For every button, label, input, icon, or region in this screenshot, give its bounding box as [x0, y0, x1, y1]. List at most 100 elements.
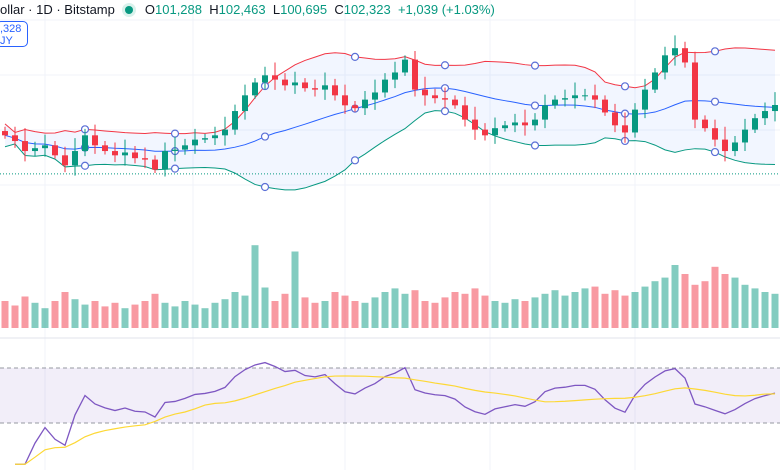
candle [532, 119, 538, 126]
volume-bar [81, 304, 89, 328]
volume-bar [361, 302, 369, 328]
volume-bar [291, 251, 299, 328]
candle [492, 128, 498, 136]
volume-bar [671, 265, 679, 328]
volume-bar [381, 292, 389, 328]
volume-bar [481, 295, 489, 328]
bollinger-basis [4, 87, 776, 152]
volume-bar [391, 288, 399, 328]
candle [392, 72, 398, 80]
volume-bar [51, 301, 59, 328]
volume-bar [181, 301, 189, 328]
candle [702, 119, 708, 129]
volume-bar [561, 295, 569, 328]
high-value: 102,463 [218, 2, 266, 17]
band-marker [440, 61, 450, 70]
candle [272, 75, 278, 80]
candle [742, 129, 748, 143]
candle [642, 89, 648, 110]
candle [322, 85, 328, 90]
volume-bar [641, 286, 649, 328]
candle [632, 109, 638, 133]
candle [72, 151, 78, 166]
volume-bar [771, 293, 779, 328]
volume-bar [91, 301, 99, 328]
band-marker [530, 101, 540, 110]
candle [152, 159, 158, 170]
candle [482, 129, 488, 136]
volume-bar [711, 266, 719, 328]
low-value: 100,695 [280, 2, 328, 17]
volume-bar [501, 302, 509, 328]
volume-bar [531, 297, 539, 328]
volume-bar [241, 295, 249, 328]
candle [92, 135, 98, 146]
candle [542, 105, 548, 120]
candle [772, 105, 778, 112]
candle [652, 72, 658, 90]
volume-bar [101, 306, 109, 328]
volume-bar [201, 308, 209, 328]
volume-bar [211, 302, 219, 328]
ohlc-values: O101,288 H102,463 L100,695 C102,323 +1,0… [144, 2, 495, 17]
volume-bar [311, 302, 319, 328]
band-marker [440, 107, 450, 116]
candle [732, 142, 738, 152]
candle [222, 129, 228, 136]
candle [712, 128, 718, 140]
candle [292, 82, 298, 86]
band-marker [710, 97, 720, 106]
candle [552, 99, 558, 106]
volume-bar [421, 301, 429, 328]
candle [522, 122, 528, 126]
buy-button[interactable]: ,328 JY [0, 21, 28, 47]
volume-bar [731, 277, 739, 328]
candle [602, 99, 608, 113]
volume-bar [301, 297, 309, 328]
candle [312, 88, 318, 90]
volume-bar [441, 297, 449, 328]
candle [432, 95, 438, 99]
bollinger-fill [5, 47, 775, 190]
volume-bar [141, 301, 149, 328]
volume-bar [661, 277, 669, 328]
volume-bar [601, 293, 609, 328]
band-marker [530, 141, 540, 150]
volume-bar [651, 281, 659, 328]
candle [232, 111, 238, 130]
volume-bar [541, 293, 549, 328]
candle [282, 79, 288, 86]
candle [592, 95, 598, 100]
volume-bar [261, 287, 269, 328]
candle [212, 135, 218, 139]
band-marker [710, 147, 720, 157]
symbol-legend: ollar · 1D · Bitstamp O101,288 H102,463 … [0, 2, 495, 17]
volume-bar [681, 274, 689, 328]
band-marker [710, 47, 720, 56]
candle [562, 98, 568, 100]
candle [422, 89, 428, 96]
volume-bar [761, 292, 769, 328]
candle [32, 148, 38, 152]
candle [172, 149, 178, 152]
market-status-icon [124, 5, 133, 14]
symbol-title[interactable]: ollar · 1D · Bitstamp [0, 2, 115, 17]
volume-bar [431, 302, 439, 328]
candle [672, 48, 678, 56]
candle [22, 141, 28, 152]
volume-bar [191, 304, 199, 328]
band-marker [260, 132, 270, 141]
volume-bar [611, 290, 619, 328]
volume-bar [701, 281, 709, 328]
candle [762, 111, 768, 119]
volume-bar [321, 301, 329, 328]
volume-bar [471, 288, 479, 328]
candle [302, 82, 308, 89]
candle [442, 98, 448, 100]
volume-bar [401, 293, 409, 328]
buy-label: JY [0, 35, 13, 47]
candle [582, 95, 588, 97]
change-value: +1,039 (+1.03%) [397, 2, 495, 17]
volume-bar [461, 293, 469, 328]
